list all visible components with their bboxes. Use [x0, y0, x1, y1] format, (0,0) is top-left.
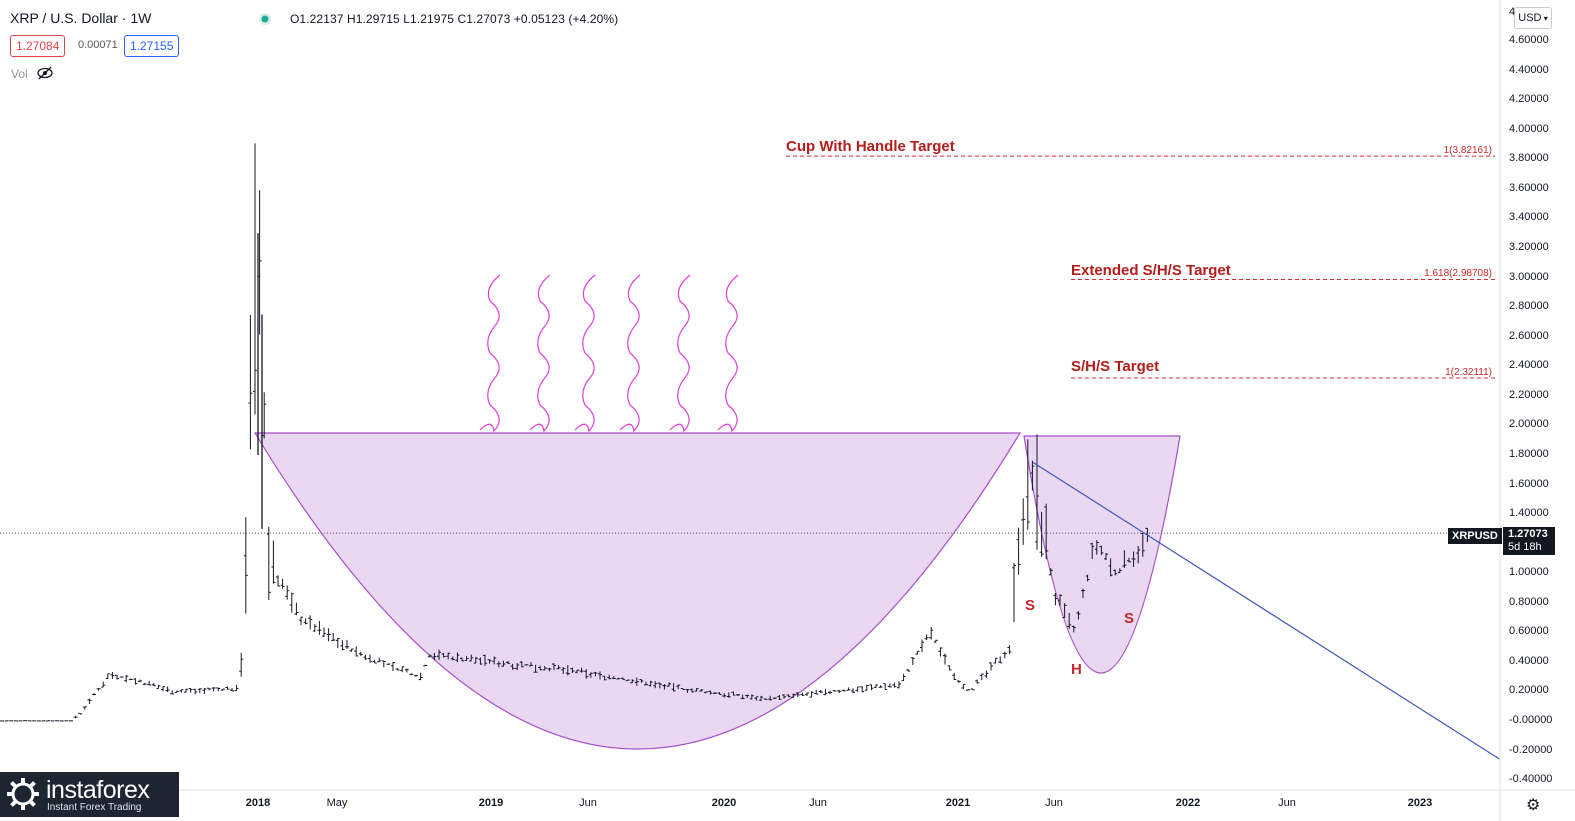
price-tick: 2.80000: [1509, 300, 1549, 313]
price-tick: 3.40000: [1509, 211, 1549, 224]
ohlc-readout: O1.22137 H1.29715 L1.21975 C1.27073 +0.0…: [290, 12, 619, 26]
extended-shs-target-label[interactable]: Extended S/H/S Target: [1071, 262, 1231, 279]
eye-hidden-icon[interactable]: [36, 65, 54, 81]
steam-squiggle[interactable]: [619, 274, 641, 433]
cup-handle-target-label[interactable]: Cup With Handle Target: [786, 138, 955, 155]
symbol-title[interactable]: XRP / U.S. Dollar · 1W: [10, 10, 152, 26]
price-tick: 4.60000: [1509, 34, 1549, 47]
time-tick: Jun: [579, 797, 597, 809]
price-tick: 1.00000: [1509, 566, 1549, 579]
candlestick-series: [0, 143, 1150, 722]
price-tick-partial: 4: [1509, 6, 1516, 18]
steam-squiggle[interactable]: [479, 274, 501, 433]
price-tick: 4.00000: [1509, 122, 1549, 135]
left-shoulder-label: S: [1025, 597, 1036, 614]
price-tick: 4.40000: [1509, 63, 1549, 76]
target-lines: [786, 155, 1495, 379]
currency-select-label: USD: [1518, 12, 1542, 24]
extended-shs-target-level: 1.618(2.98708): [1424, 268, 1492, 279]
price-tick: 0.80000: [1509, 595, 1549, 608]
price-tick: 2.00000: [1509, 418, 1549, 431]
volume-label[interactable]: Vol: [11, 67, 28, 81]
price-tick: 0.20000: [1509, 684, 1549, 697]
price-tick: -0.40000: [1509, 773, 1553, 786]
price-tick: 3.80000: [1509, 152, 1549, 165]
price-tick: 3.00000: [1509, 270, 1549, 283]
price-tick: 1.80000: [1509, 447, 1549, 460]
price-tick: 2.40000: [1509, 359, 1549, 372]
steam-squiggle[interactable]: [669, 274, 691, 433]
logo-icon: [7, 778, 39, 810]
price-tick: 4.20000: [1509, 93, 1549, 106]
currency-select[interactable]: USD ▾: [1514, 7, 1552, 29]
cup-handle-target-level: 1(3.82161): [1443, 145, 1492, 156]
price-tick: -0.20000: [1509, 743, 1553, 756]
gear-icon[interactable]: ⚙: [1526, 797, 1541, 814]
price-tick: 0.60000: [1509, 625, 1549, 638]
time-tick: Jun: [1278, 797, 1296, 809]
spread-value: 0.00071: [78, 39, 118, 51]
steam-squiggle[interactable]: [717, 274, 739, 433]
steam-squiggle[interactable]: [529, 274, 551, 433]
current-price-value: 1.27073: [1508, 528, 1548, 540]
time-tick: 2020: [711, 797, 737, 809]
shs-target-level: 1(2.32111): [1445, 367, 1492, 378]
right-shoulder-label: S: [1124, 610, 1135, 627]
time-tick: 2019: [478, 797, 504, 809]
symbol-tag: XRPUSD: [1448, 528, 1502, 544]
bid-price-button[interactable]: 1.27084: [10, 35, 66, 57]
logo-tagline: Instant Forex Trading: [47, 802, 142, 813]
time-tick: 2023: [1407, 797, 1433, 809]
price-tick: 3.60000: [1509, 181, 1549, 194]
ask-price-button[interactable]: 1.27155: [124, 35, 180, 57]
cup-pattern-shape[interactable]: [253, 432, 1022, 750]
price-tick: 1.60000: [1509, 477, 1549, 490]
price-tick: -0.00000: [1509, 714, 1553, 726]
current-price-tag: 1.27073 5d 18h: [1503, 527, 1555, 555]
time-tick: Jun: [1045, 797, 1063, 809]
head-label: H: [1071, 661, 1082, 678]
price-tick: 3.20000: [1509, 241, 1549, 254]
price-tick: 2.20000: [1509, 388, 1549, 401]
price-tick: 0.40000: [1509, 654, 1549, 667]
market-status-icon[interactable]: [258, 12, 272, 26]
price-tick: 2.60000: [1509, 329, 1549, 342]
bar-countdown: 5d 18h: [1508, 541, 1542, 553]
price-tick: 1.40000: [1509, 507, 1549, 520]
steam-squiggle[interactable]: [574, 274, 596, 433]
shs-target-label[interactable]: S/H/S Target: [1071, 358, 1160, 375]
instaforex-logo: instaforex Instant Forex Trading: [0, 772, 179, 817]
time-tick: 2021: [945, 797, 971, 809]
descending-trendline[interactable]: [1032, 461, 1501, 760]
chevron-down-icon: ▾: [1541, 14, 1548, 23]
time-tick: 2018: [245, 797, 271, 809]
time-tick: Jun: [809, 797, 827, 809]
logo-name: instaforex: [46, 776, 150, 804]
steam-drawing: [479, 274, 739, 433]
time-tick: 2022: [1175, 797, 1201, 809]
time-tick: May: [326, 797, 348, 809]
